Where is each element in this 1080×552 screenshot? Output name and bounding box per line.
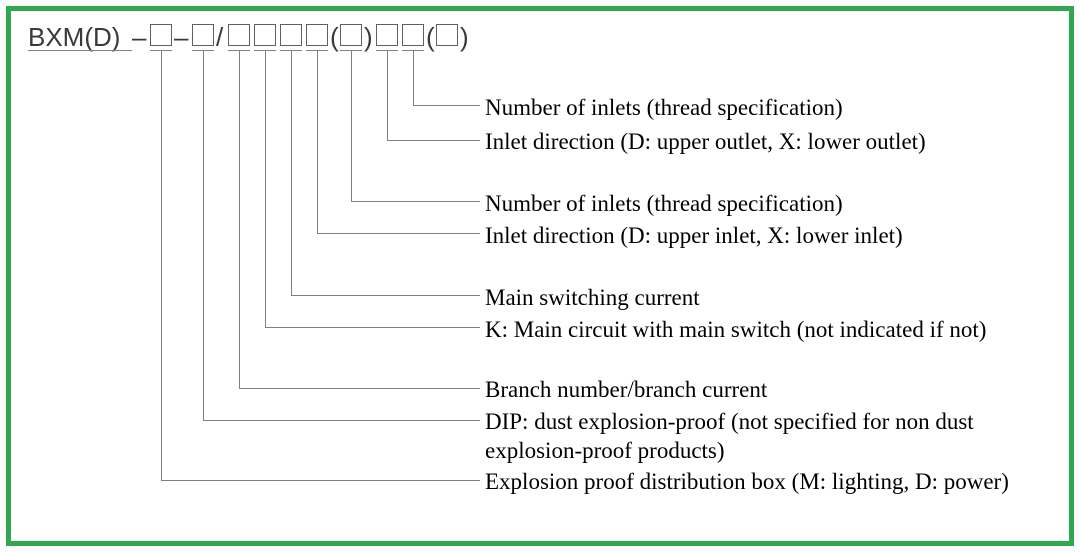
leader-line-horizontal [265,327,480,328]
code-text-segment: / [216,22,223,53]
leader-line-horizontal [291,295,480,296]
leader-line-vertical [413,51,414,105]
description-item: DIP: dust explosion-proof (not specified… [485,408,1045,466]
code-text-segment: ( [426,22,435,53]
code-placeholder-box [402,24,424,46]
leader-line-horizontal [317,233,480,234]
code-placeholder-box [150,24,172,46]
description-item: K: Main circuit with main switch (not in… [485,316,1045,345]
leader-line-vertical [203,51,204,420]
leader-line-horizontal [239,388,480,389]
code-placeholder-box [376,24,398,46]
description-item: Inlet direction (D: upper inlet, X: lowe… [485,222,1045,251]
description-item: Branch number/branch current [485,376,1045,405]
code-underline [28,50,132,51]
description-item: Main switching current [485,284,1045,313]
leader-line-vertical [351,51,352,201]
code-text-segment: – [174,22,188,53]
code-text-segment: – [132,22,146,53]
code-placeholder-box [228,24,250,46]
description-item: Number of inlets (thread specification) [485,190,1045,219]
code-text-segment: BXM(D) [28,22,120,53]
leader-line-vertical [239,51,240,388]
leader-line-vertical [265,51,266,327]
leader-line-horizontal [413,105,480,106]
description-item: Number of inlets (thread specification) [485,94,1045,123]
leader-line-vertical [387,51,388,140]
leader-line-horizontal [351,201,480,202]
leader-line-horizontal [203,420,480,421]
description-item: Inlet direction (D: upper outlet, X: low… [485,128,1045,157]
leader-line-horizontal [387,140,480,141]
code-placeholder-box [280,24,302,46]
leader-line-vertical [161,51,162,480]
code-placeholder-box [254,24,276,46]
code-placeholder-box [340,24,362,46]
description-item: Explosion proof distribution box (M: lig… [485,468,1045,497]
code-text-segment: ( [330,22,339,53]
code-placeholder-box [192,24,214,46]
code-placeholder-box [436,24,458,46]
leader-line-vertical [317,51,318,233]
code-text-segment: ) [460,22,469,53]
leader-line-horizontal [161,480,480,481]
code-text-segment: ) [364,22,373,53]
code-placeholder-box [306,24,328,46]
leader-line-vertical [291,51,292,295]
